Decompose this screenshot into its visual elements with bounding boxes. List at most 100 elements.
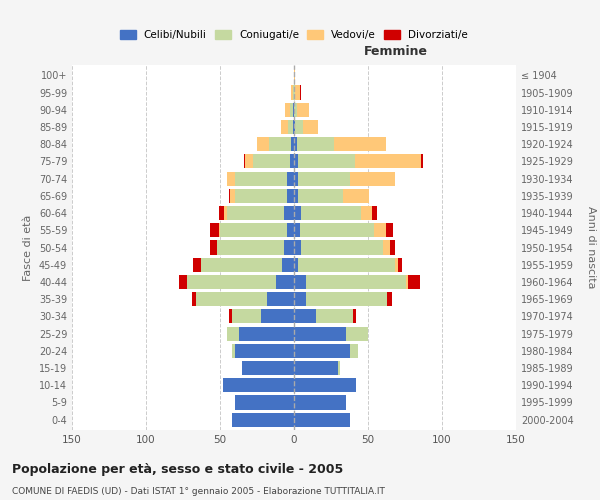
Bar xyxy=(294,275,306,289)
Bar xyxy=(298,189,343,203)
Bar xyxy=(196,292,268,306)
Bar xyxy=(406,275,408,289)
Bar xyxy=(294,206,301,220)
Bar xyxy=(293,86,294,100)
Bar xyxy=(301,240,383,254)
Bar xyxy=(294,258,298,272)
Bar xyxy=(230,189,235,203)
Bar xyxy=(229,189,230,203)
Bar xyxy=(306,275,406,289)
Bar xyxy=(294,344,350,358)
Bar xyxy=(235,396,294,409)
Bar xyxy=(217,240,284,254)
Bar xyxy=(285,102,290,117)
Bar xyxy=(361,206,373,220)
Bar xyxy=(298,172,350,185)
Bar xyxy=(179,275,187,289)
Bar xyxy=(350,172,395,185)
Bar xyxy=(287,223,294,238)
Bar xyxy=(290,154,294,168)
Bar xyxy=(293,102,294,117)
Bar xyxy=(306,292,387,306)
Bar xyxy=(232,344,235,358)
Bar xyxy=(294,120,295,134)
Bar xyxy=(334,137,386,152)
Bar xyxy=(209,240,217,254)
Bar xyxy=(373,206,377,220)
Bar xyxy=(262,310,294,324)
Bar xyxy=(303,120,317,134)
Bar xyxy=(268,292,294,306)
Bar xyxy=(294,361,338,375)
Bar xyxy=(408,275,420,289)
Bar xyxy=(220,223,287,238)
Bar xyxy=(294,102,297,117)
Bar xyxy=(287,189,294,203)
Bar xyxy=(227,206,284,220)
Bar xyxy=(242,361,294,375)
Bar xyxy=(201,258,282,272)
Bar xyxy=(421,154,423,168)
Bar xyxy=(232,310,262,324)
Bar xyxy=(253,154,290,168)
Bar xyxy=(294,292,306,306)
Text: Popolazione per età, sesso e stato civile - 2005: Popolazione per età, sesso e stato civil… xyxy=(12,462,343,475)
Text: COMUNE DI FAEDIS (UD) - Dati ISTAT 1° gennaio 2005 - Elaborazione TUTTITALIA.IT: COMUNE DI FAEDIS (UD) - Dati ISTAT 1° ge… xyxy=(12,488,385,496)
Bar xyxy=(294,137,297,152)
Bar xyxy=(294,189,298,203)
Bar xyxy=(294,310,316,324)
Bar xyxy=(245,154,253,168)
Bar xyxy=(291,137,294,152)
Bar xyxy=(232,412,294,426)
Bar xyxy=(298,154,355,168)
Bar xyxy=(301,206,361,220)
Bar xyxy=(316,310,353,324)
Bar xyxy=(294,68,295,82)
Bar xyxy=(276,275,294,289)
Bar xyxy=(239,326,294,340)
Bar xyxy=(343,189,370,203)
Bar xyxy=(395,258,398,272)
Bar xyxy=(227,172,235,185)
Bar xyxy=(294,86,295,100)
Bar xyxy=(294,378,356,392)
Bar xyxy=(300,86,301,100)
Bar xyxy=(355,154,421,168)
Bar xyxy=(227,326,239,340)
Bar xyxy=(223,378,294,392)
Bar xyxy=(229,310,232,324)
Bar xyxy=(235,344,294,358)
Bar xyxy=(287,172,294,185)
Text: Femmine: Femmine xyxy=(364,44,428,58)
Bar xyxy=(187,275,276,289)
Bar xyxy=(209,223,218,238)
Bar xyxy=(390,240,395,254)
Bar xyxy=(282,258,294,272)
Bar xyxy=(387,292,392,306)
Bar xyxy=(235,189,287,203)
Bar xyxy=(284,206,294,220)
Bar xyxy=(374,223,386,238)
Bar xyxy=(288,120,293,134)
Bar xyxy=(300,223,374,238)
Bar xyxy=(298,258,395,272)
Bar xyxy=(383,240,390,254)
Bar xyxy=(290,102,293,117)
Bar xyxy=(350,344,358,358)
Bar xyxy=(386,223,393,238)
Bar xyxy=(295,86,300,100)
Bar xyxy=(295,120,303,134)
Bar xyxy=(284,240,294,254)
Bar xyxy=(193,258,201,272)
Bar xyxy=(235,172,287,185)
Bar xyxy=(398,258,402,272)
Bar xyxy=(269,137,291,152)
Bar xyxy=(294,223,300,238)
Bar xyxy=(297,102,309,117)
Y-axis label: Fasce di età: Fasce di età xyxy=(23,214,33,280)
Bar xyxy=(294,326,346,340)
Bar xyxy=(294,396,346,409)
Bar xyxy=(218,223,220,238)
Bar xyxy=(218,206,224,220)
Bar xyxy=(192,292,196,306)
